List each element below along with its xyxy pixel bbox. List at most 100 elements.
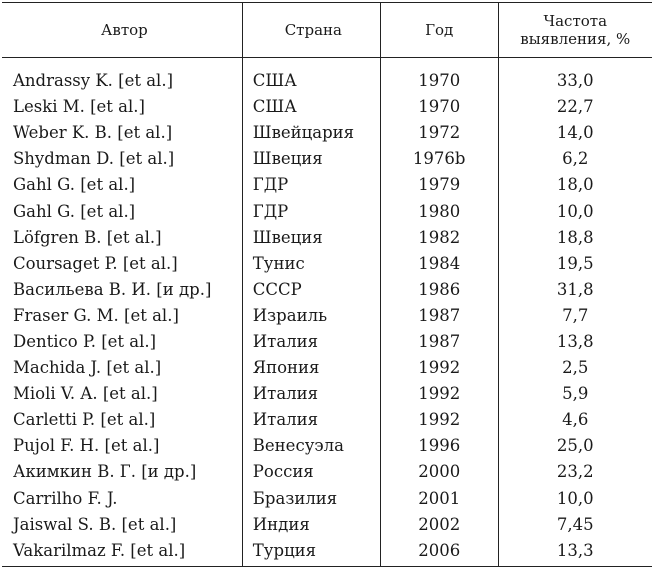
- cell-year: 1992: [379, 381, 499, 408]
- table-row: Акимкин В. Г. [и др.] Россия 2000 23,2: [2, 459, 652, 486]
- cell-author: Carletti P. [et al.]: [13, 410, 156, 430]
- cell-author: Gahl G. [et al.]: [13, 201, 136, 221]
- cell-country: Италия: [241, 381, 381, 408]
- cell-year: 1984: [379, 250, 499, 277]
- header-frequency-line2: выявления, %: [520, 30, 631, 48]
- cell-country: Италия: [241, 407, 381, 434]
- cell-year: 1982: [379, 224, 499, 251]
- cell-year: 1980: [379, 198, 499, 225]
- cell-author: Васильева В. И. [и др.]: [13, 279, 212, 299]
- cell-frequency: 4,6: [497, 407, 652, 434]
- cell-frequency: 14,0: [497, 120, 652, 147]
- cell-author: Shydman D. [et al.]: [13, 149, 175, 169]
- cell-country: Израиль: [241, 302, 381, 329]
- table-row: Carletti P. [et al.] Италия 1992 4,6: [2, 407, 652, 434]
- header-year: Год: [379, 2, 499, 58]
- cell-frequency: 10,0: [497, 485, 652, 512]
- cell-author: Carrilho F. J.: [13, 488, 118, 508]
- cell-country: Швеция: [241, 224, 381, 251]
- cell-frequency: 19,5: [497, 250, 652, 277]
- table-row: Gahl G. [et al.] ГДР 1980 10,0: [2, 198, 652, 225]
- cell-year: 1979: [379, 172, 499, 199]
- cell-year: 1972: [379, 120, 499, 147]
- cell-author: Andrassy K. [et al.]: [13, 71, 174, 91]
- cell-year: 2000: [379, 459, 499, 486]
- table-row: Васильева В. И. [и др.] СССР 1986 31,8: [2, 276, 652, 303]
- cell-year: 1992: [379, 355, 499, 382]
- cell-country: Япония: [241, 355, 381, 382]
- cell-country: ГДР: [241, 172, 381, 199]
- cell-year: 2001: [379, 485, 499, 512]
- table-row: Fraser G. M. [et al.] Израиль 1987 7,7: [2, 302, 652, 329]
- cell-year: 2006: [379, 537, 499, 567]
- table-row: Löfgren B. [et al.] Швеция 1982 18,8: [2, 224, 652, 251]
- cell-author: Vakarilmaz F. [et al.]: [2, 537, 243, 567]
- cell-year: 1970: [379, 94, 499, 121]
- table-row: Machida J. [et al.] Япония 1992 2,5: [2, 355, 652, 382]
- cell-year: 2002: [379, 511, 499, 538]
- cell-year: 1970: [379, 57, 499, 95]
- cell-frequency: 13,3: [497, 537, 652, 567]
- table-row: Gahl G. [et al.] ГДР 1979 18,0: [2, 172, 652, 199]
- cell-frequency: 31,8: [497, 276, 652, 303]
- cell-country: Италия: [241, 328, 381, 356]
- cell-author: Акимкин В. Г. [и др.]: [13, 462, 197, 482]
- header-author: Автор: [2, 2, 243, 58]
- cell-frequency: 7,7: [497, 302, 652, 329]
- cell-country: Турция: [241, 537, 381, 567]
- cell-country: Швейцария: [241, 120, 381, 147]
- table-row: Carrilho F. J. Бразилия 2001 10,0: [2, 485, 652, 512]
- data-table: Автор Страна Год Частота выявления, % And…: [2, 2, 652, 567]
- cell-country: Швеция: [241, 146, 381, 173]
- table-header: Автор Страна Год Частота выявления, %: [2, 2, 652, 58]
- cell-author: Gahl G. [et al.]: [13, 175, 136, 195]
- cell-author: Weber K. B. [et al.]: [13, 123, 173, 143]
- header-frequency: Частота выявления, %: [497, 2, 652, 58]
- cell-author: Löfgren B. [et al.]: [13, 227, 162, 247]
- cell-author: Fraser G. M. [et al.]: [13, 305, 179, 325]
- cell-year: 1992: [379, 407, 499, 434]
- cell-frequency: 25,0: [497, 433, 652, 460]
- cell-frequency: 22,7: [497, 94, 652, 121]
- cell-country: Россия: [241, 459, 381, 486]
- cell-author: Mioli V. A. [et al.]: [13, 384, 158, 404]
- cell-author: Pujol F. H. [et al.]: [13, 436, 160, 456]
- cell-frequency: 18,8: [497, 224, 652, 251]
- cell-frequency: 6,2: [497, 146, 652, 173]
- cell-year: 1986: [379, 276, 499, 303]
- cell-frequency: 18,0: [497, 172, 652, 199]
- cell-frequency: 7,45: [497, 511, 652, 538]
- cell-country: Тунис: [241, 250, 381, 277]
- cell-author: Machida J. [et al.]: [13, 358, 162, 378]
- cell-author: Jaiswal S. B. [et al.]: [13, 514, 177, 534]
- cell-frequency: 33,0: [497, 57, 652, 95]
- table-row: Jaiswal S. B. [et al.] Индия 2002 7,45: [2, 511, 652, 538]
- cell-frequency: 23,2: [497, 459, 652, 486]
- cell-frequency: 10,0: [497, 198, 652, 225]
- cell-year: 1987: [379, 328, 499, 356]
- table-row: Pujol F. H. [et al.] Венесуэла 1996 25,0: [2, 433, 652, 460]
- cell-country: Индия: [241, 511, 381, 538]
- cell-country: США: [241, 94, 381, 121]
- cell-country: США: [241, 57, 381, 95]
- cell-country: Венесуэла: [241, 433, 381, 460]
- table-row: Weber K. B. [et al.] Швейцария 1972 14,0: [2, 120, 652, 147]
- cell-country: СССР: [241, 276, 381, 303]
- cell-frequency: 13,8: [497, 328, 652, 356]
- table-body: Andrassy K. [et al.] США 1970 33,0 Leski M. …: [2, 57, 652, 567]
- cell-frequency: 2,5: [497, 355, 652, 382]
- cell-year: 1996: [379, 433, 499, 460]
- header-row: Автор Страна Год Частота выявления, %: [2, 2, 652, 58]
- table-row: Andrassy K. [et al.] США 1970 33,0: [2, 57, 652, 95]
- cell-year: 1976b: [379, 146, 499, 173]
- header-frequency-line1: Частота: [543, 12, 608, 30]
- cell-author: Leski M. [et al.]: [13, 97, 145, 117]
- table-row: Mioli V. A. [et al.] Италия 1992 5,9: [2, 381, 652, 408]
- cell-year: 1987: [379, 302, 499, 329]
- cell-frequency: 5,9: [497, 381, 652, 408]
- table-row: Leski M. [et al.] США 1970 22,7: [2, 94, 652, 121]
- table-row: Shydman D. [et al.] Швеция 1976b 6,2: [2, 146, 652, 173]
- header-country: Страна: [241, 2, 381, 58]
- table-row: Coursaget P. [et al.] Тунис 1984 19,5: [2, 250, 652, 277]
